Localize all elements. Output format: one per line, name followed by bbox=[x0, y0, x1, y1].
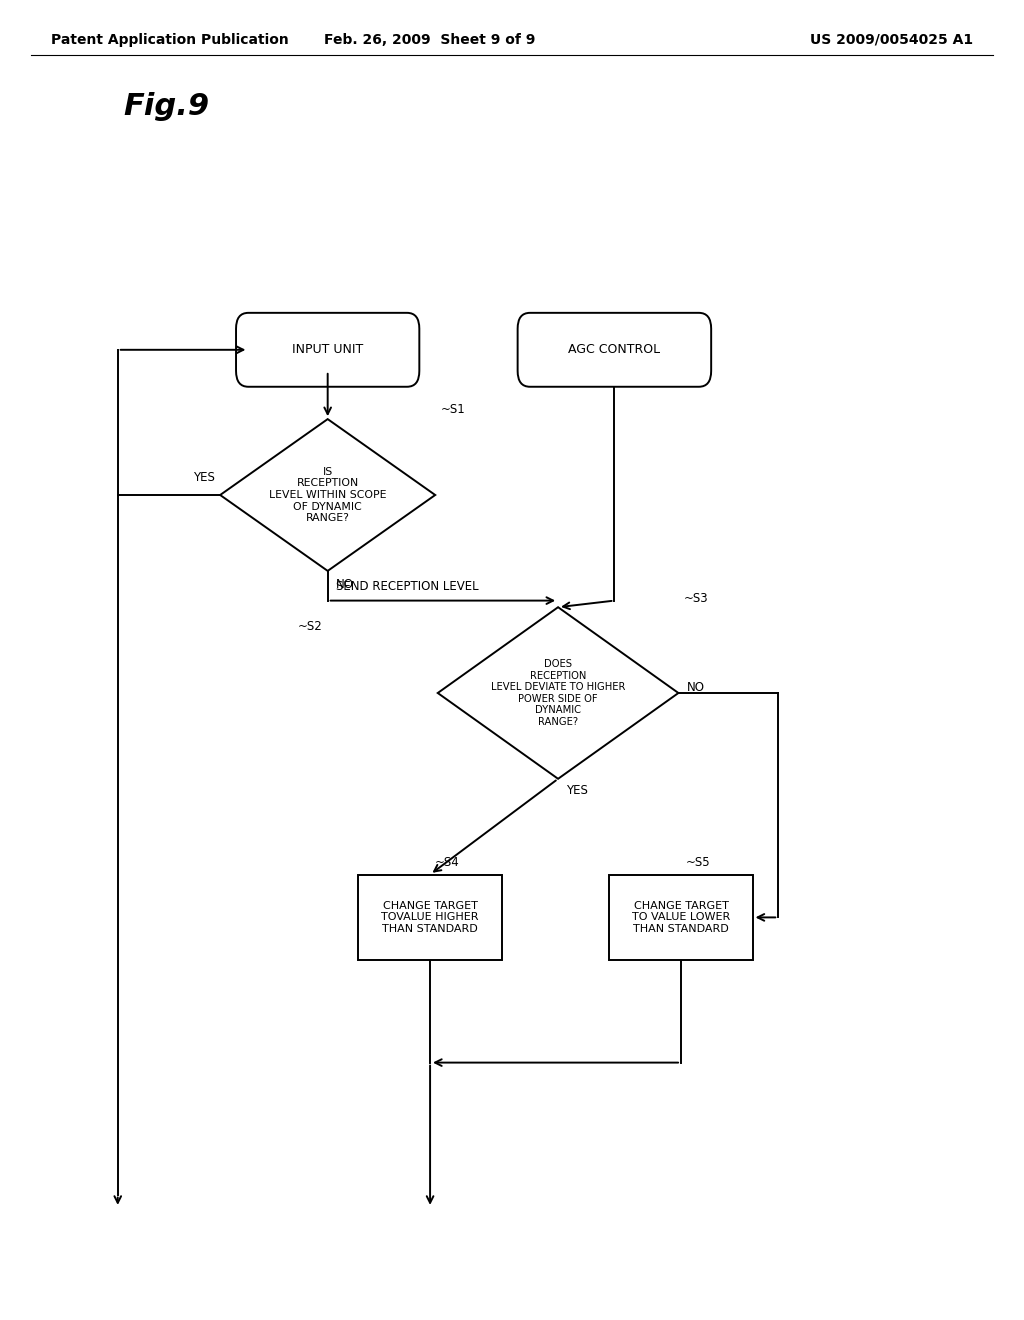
Text: Patent Application Publication: Patent Application Publication bbox=[51, 33, 289, 46]
Bar bbox=[358, 875, 502, 961]
Text: NO: NO bbox=[336, 578, 354, 590]
Text: ~S3: ~S3 bbox=[684, 591, 709, 605]
Text: Fig.9: Fig.9 bbox=[123, 92, 209, 121]
Text: CHANGE TARGET
TOVALUE HIGHER
THAN STANDARD: CHANGE TARGET TOVALUE HIGHER THAN STANDA… bbox=[381, 900, 479, 935]
Text: ~S4: ~S4 bbox=[435, 857, 460, 869]
Text: Feb. 26, 2009  Sheet 9 of 9: Feb. 26, 2009 Sheet 9 of 9 bbox=[325, 33, 536, 46]
Text: ~S1: ~S1 bbox=[440, 404, 465, 417]
Polygon shape bbox=[438, 607, 679, 779]
Text: INPUT UNIT: INPUT UNIT bbox=[292, 343, 364, 356]
Text: US 2009/0054025 A1: US 2009/0054025 A1 bbox=[810, 33, 973, 46]
Text: ~S5: ~S5 bbox=[686, 857, 711, 869]
Bar bbox=[609, 875, 753, 961]
Text: SEND RECEPTION LEVEL: SEND RECEPTION LEVEL bbox=[336, 579, 478, 593]
FancyBboxPatch shape bbox=[517, 313, 711, 387]
Text: AGC CONTROL: AGC CONTROL bbox=[568, 343, 660, 356]
Text: IS
RECEPTION
LEVEL WITHIN SCOPE
OF DYNAMIC
RANGE?: IS RECEPTION LEVEL WITHIN SCOPE OF DYNAM… bbox=[269, 467, 386, 523]
Text: DOES
RECEPTION
LEVEL DEVIATE TO HIGHER
POWER SIDE OF
DYNAMIC
RANGE?: DOES RECEPTION LEVEL DEVIATE TO HIGHER P… bbox=[490, 659, 626, 727]
Text: ~S2: ~S2 bbox=[298, 620, 323, 634]
FancyBboxPatch shape bbox=[236, 313, 420, 387]
Text: NO: NO bbox=[687, 681, 705, 694]
Text: CHANGE TARGET
TO VALUE LOWER
THAN STANDARD: CHANGE TARGET TO VALUE LOWER THAN STANDA… bbox=[632, 900, 730, 935]
Text: YES: YES bbox=[194, 471, 215, 484]
Text: YES: YES bbox=[566, 784, 588, 797]
Polygon shape bbox=[220, 420, 435, 570]
